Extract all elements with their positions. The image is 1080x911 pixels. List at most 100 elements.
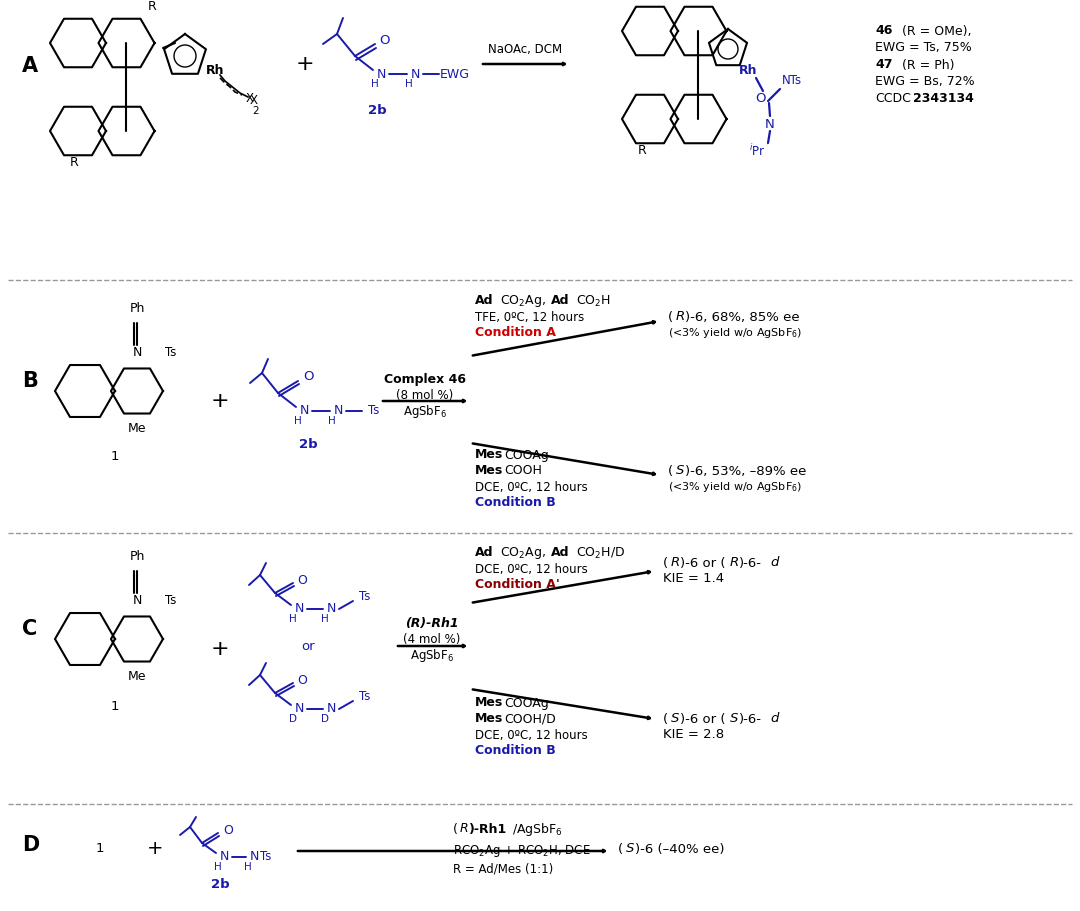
Text: EWG = Bs, 72%: EWG = Bs, 72% (875, 76, 974, 88)
Text: COOAg: COOAg (504, 697, 549, 710)
Text: COOAg: COOAg (504, 448, 549, 462)
Text: CO$_2$H: CO$_2$H (576, 293, 611, 309)
Text: O: O (302, 371, 313, 384)
Text: 1: 1 (111, 700, 119, 712)
Text: A: A (22, 56, 38, 76)
Text: 2343134: 2343134 (913, 93, 974, 106)
Text: (: ( (663, 557, 669, 569)
Text: NaOAc, DCM: NaOAc, DCM (488, 43, 562, 56)
Text: KIE = 1.4: KIE = 1.4 (663, 572, 724, 586)
Text: C: C (22, 619, 37, 639)
Text: S: S (730, 712, 739, 725)
Text: 46: 46 (875, 25, 892, 37)
Text: (R = Ph): (R = Ph) (897, 58, 955, 71)
Text: Condition B: Condition B (475, 744, 556, 758)
Text: H: H (289, 614, 297, 624)
Text: R: R (671, 557, 680, 569)
Text: R = Ad/Mes (1:1): R = Ad/Mes (1:1) (453, 863, 553, 875)
Text: H: H (214, 862, 221, 872)
Text: Ts: Ts (360, 590, 370, 603)
Text: (<3% yield w/o AgSbF$_6$): (<3% yield w/o AgSbF$_6$) (669, 480, 802, 494)
Text: R: R (70, 157, 79, 169)
Text: Me: Me (127, 423, 146, 435)
Text: (R = OMe),: (R = OMe), (897, 25, 972, 37)
Text: )-6, 68%, 85% ee: )-6, 68%, 85% ee (685, 311, 799, 323)
Text: H: H (244, 862, 252, 872)
Text: +: + (296, 54, 314, 74)
Text: $^i$Pr: $^i$Pr (748, 143, 766, 159)
Text: d: d (770, 557, 779, 569)
Text: Mes: Mes (475, 712, 503, 725)
Text: O: O (224, 824, 233, 837)
Text: )-6 or (: )-6 or ( (680, 712, 726, 725)
Text: D: D (321, 714, 329, 724)
Text: X: X (246, 93, 254, 106)
Text: Mes: Mes (475, 465, 503, 477)
Text: Condition A: Condition A (475, 326, 556, 340)
Text: Rh: Rh (739, 65, 757, 77)
Text: +: + (211, 639, 229, 659)
Text: Ad: Ad (475, 547, 494, 559)
Text: R: R (460, 823, 469, 835)
Text: 2b: 2b (367, 105, 387, 118)
Text: N: N (326, 702, 336, 715)
Text: Ts: Ts (165, 346, 176, 360)
Text: +: + (147, 840, 163, 858)
Text: d: d (770, 712, 779, 725)
Text: 2b: 2b (211, 878, 229, 892)
Text: N: N (132, 595, 141, 608)
Text: 1: 1 (96, 843, 105, 855)
Text: COOH/D: COOH/D (504, 712, 556, 725)
Text: Ad: Ad (475, 294, 494, 308)
Text: R: R (730, 557, 739, 569)
Text: KIE = 2.8: KIE = 2.8 (663, 729, 724, 742)
Text: )-6 (–40% ee): )-6 (–40% ee) (635, 843, 725, 855)
Text: N: N (765, 118, 774, 131)
Text: Ts: Ts (360, 691, 370, 703)
Text: Rh: Rh (206, 65, 225, 77)
Text: )-Rh1: )-Rh1 (469, 823, 508, 835)
Text: DCE, 0ºC, 12 hours: DCE, 0ºC, 12 hours (475, 729, 588, 742)
Text: N: N (249, 851, 259, 864)
Text: N: N (326, 602, 336, 616)
Text: Ad: Ad (551, 547, 569, 559)
Text: D: D (289, 714, 297, 724)
Text: EWG = Ts, 75%: EWG = Ts, 75% (875, 42, 972, 55)
Text: )-6, 53%, –89% ee: )-6, 53%, –89% ee (685, 465, 807, 477)
Text: Ph: Ph (130, 550, 145, 564)
Text: (: ( (669, 465, 673, 477)
Text: H: H (294, 416, 302, 426)
Text: 1: 1 (111, 449, 119, 463)
Text: (<3% yield w/o AgSbF$_6$): (<3% yield w/o AgSbF$_6$) (669, 326, 802, 340)
Text: )-6 or (: )-6 or ( (680, 557, 726, 569)
Text: H: H (405, 79, 413, 89)
Text: Me: Me (127, 670, 146, 683)
Text: H: H (328, 416, 336, 426)
Text: DCE, 0ºC, 12 hours: DCE, 0ºC, 12 hours (475, 562, 588, 576)
Text: N: N (376, 67, 386, 80)
Text: EWG: EWG (440, 67, 470, 80)
Text: NTs: NTs (782, 75, 802, 87)
Text: O: O (297, 673, 307, 687)
Text: CO$_2$Ag,: CO$_2$Ag, (500, 545, 548, 561)
Text: O: O (380, 35, 390, 47)
Text: (4 mol %): (4 mol %) (403, 632, 461, 646)
Text: COOH: COOH (504, 465, 542, 477)
Text: S: S (671, 712, 679, 725)
Text: R: R (720, 0, 729, 2)
Text: CO$_2$Ag,: CO$_2$Ag, (500, 293, 548, 309)
Text: Ad: Ad (551, 294, 569, 308)
Text: Mes: Mes (475, 448, 503, 462)
Text: N: N (219, 851, 229, 864)
Text: N: N (299, 404, 309, 417)
Text: (8 mol %): (8 mol %) (396, 388, 454, 402)
Text: TFE, 0ºC, 12 hours: TFE, 0ºC, 12 hours (475, 311, 584, 323)
Text: Condition A': Condition A' (475, 578, 559, 591)
Text: S: S (676, 465, 685, 477)
Text: (R)-Rh1: (R)-Rh1 (405, 617, 459, 630)
Text: X: X (249, 95, 258, 107)
Text: N: N (295, 702, 303, 715)
Text: Complex 46: Complex 46 (384, 373, 465, 385)
Text: )-6-: )-6- (739, 712, 762, 725)
Text: H: H (321, 614, 329, 624)
